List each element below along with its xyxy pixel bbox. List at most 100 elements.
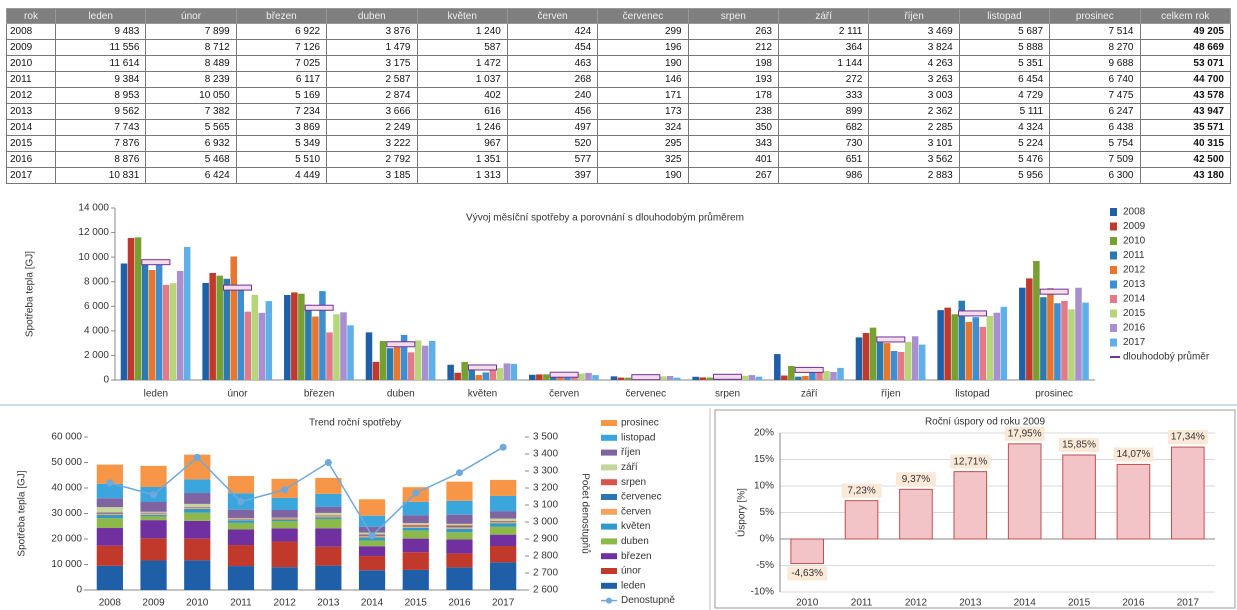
bar-segment: [358, 540, 386, 547]
table-cell: 2013: [6, 103, 56, 120]
table-cell: 5 956: [958, 167, 1051, 184]
bar-segment: [227, 545, 255, 567]
legend-swatch: [1110, 251, 1117, 260]
bar: [899, 488, 933, 540]
bar-segment: [402, 526, 429, 528]
y-tick-label: 2 700: [533, 568, 558, 579]
point: [281, 486, 289, 494]
table-row: 2016 8 876 5 468 5 510 2 792 1 351 577 325 401 65…: [6, 151, 1231, 168]
x-tick-label: 2011: [230, 598, 252, 609]
bar: [475, 375, 482, 380]
bar-segment: [490, 479, 517, 496]
x-tick-label: 2016: [1122, 598, 1145, 609]
bar-segment: [315, 493, 342, 507]
y-tick-label: 2 900: [533, 534, 558, 545]
legend-label: květen: [621, 521, 650, 532]
legend-swatch: [601, 582, 617, 589]
value-label: 15,85%: [1062, 440, 1096, 451]
bar-segment: [227, 566, 255, 590]
x-tick-label: 2017: [1177, 598, 1200, 609]
bar: [986, 315, 994, 380]
table-cell: 272: [777, 71, 870, 88]
table-row: 2011 9 384 8 239 6 117 2 587 1 037 268 146 193 27…: [6, 71, 1231, 88]
bar-segment: [227, 476, 255, 494]
bar: [120, 263, 128, 380]
bar: [148, 270, 156, 380]
bar: [592, 375, 599, 380]
bar: [1171, 446, 1205, 540]
bar: [183, 246, 191, 380]
table-cell: 43 947: [1139, 103, 1231, 120]
legend-label: březen: [621, 551, 652, 562]
bar: [748, 375, 756, 380]
bar-segment: [402, 527, 429, 531]
bar: [298, 293, 305, 380]
y-tick-label: 8 000: [84, 276, 109, 287]
bar: [393, 344, 401, 380]
bar: [162, 284, 170, 380]
table-cell: 267: [687, 167, 780, 184]
table-cell: 6 922: [235, 23, 328, 40]
table-cell: 3 185: [326, 167, 418, 184]
point: [106, 479, 114, 487]
table-cell: 299: [597, 23, 689, 40]
table-cell: 2009: [6, 39, 56, 56]
table-cell: 5 224: [958, 135, 1051, 152]
bar: [223, 278, 230, 380]
bar: [944, 307, 951, 380]
bar: [578, 373, 585, 380]
y-tick-label: -10%: [751, 587, 774, 598]
bar: [774, 354, 781, 380]
table-cell: 2017: [6, 167, 56, 184]
legend-swatch: [601, 523, 617, 530]
table-cell: 7 509: [1049, 151, 1141, 168]
bar-segment: [315, 517, 342, 519]
table-cell: 2 362: [868, 103, 960, 120]
bar-segment: [184, 503, 211, 507]
legend-swatch: [601, 538, 617, 545]
table-cell: 2 111: [777, 23, 870, 40]
bar: [855, 337, 863, 380]
y-tick-label: 3 100: [533, 500, 558, 511]
table-row: 2017 10 831 6 424 4 449 3 185 1 313 397 190 267 9…: [6, 167, 1231, 184]
table-cell: 577: [506, 151, 599, 168]
table-row: 2010 11 614 8 489 7 025 3 175 1 472 463 190 198 1…: [6, 55, 1231, 72]
x-tick-label: 2008: [99, 598, 122, 609]
bar-segment: [402, 552, 429, 570]
legend-swatch: [1110, 208, 1117, 216]
header-cell: srpen: [687, 8, 780, 24]
table-cell: 587: [416, 39, 508, 56]
table-cell: 2016: [6, 151, 56, 168]
bar: [993, 312, 1001, 380]
average-marker: [713, 373, 742, 380]
legend-label: říjen: [621, 447, 640, 458]
bar: [407, 352, 415, 380]
header-cell: červen: [506, 8, 599, 24]
bar: [699, 377, 706, 380]
y-tick-label: -5%: [756, 560, 774, 571]
bar-segment: [271, 519, 298, 521]
bar: [169, 283, 177, 380]
table-cell: 4 449: [235, 167, 328, 184]
y-tick-label: 0: [76, 585, 82, 596]
table-cell: 986: [777, 167, 870, 184]
legend-swatch: [1110, 324, 1117, 332]
point: [412, 489, 420, 497]
table-cell: 3 469: [868, 23, 960, 40]
bar: [372, 361, 380, 380]
bar: [428, 340, 436, 380]
bar: [510, 363, 518, 380]
x-tick-label: prosinec: [1035, 389, 1073, 400]
table-cell: 967: [416, 135, 508, 152]
bar-segment: [96, 513, 123, 515]
table-cell: 5 476: [958, 151, 1051, 168]
legend-label: prosinec: [621, 418, 659, 429]
bar: [795, 376, 802, 380]
table-cell: 6 300: [1049, 167, 1141, 184]
bar: [816, 371, 823, 380]
table-cell: 11 556: [54, 39, 147, 56]
bar: [557, 377, 564, 380]
table-cell: 6 117: [235, 71, 328, 88]
bar-segment: [227, 517, 255, 519]
bar-segment: [402, 515, 429, 524]
